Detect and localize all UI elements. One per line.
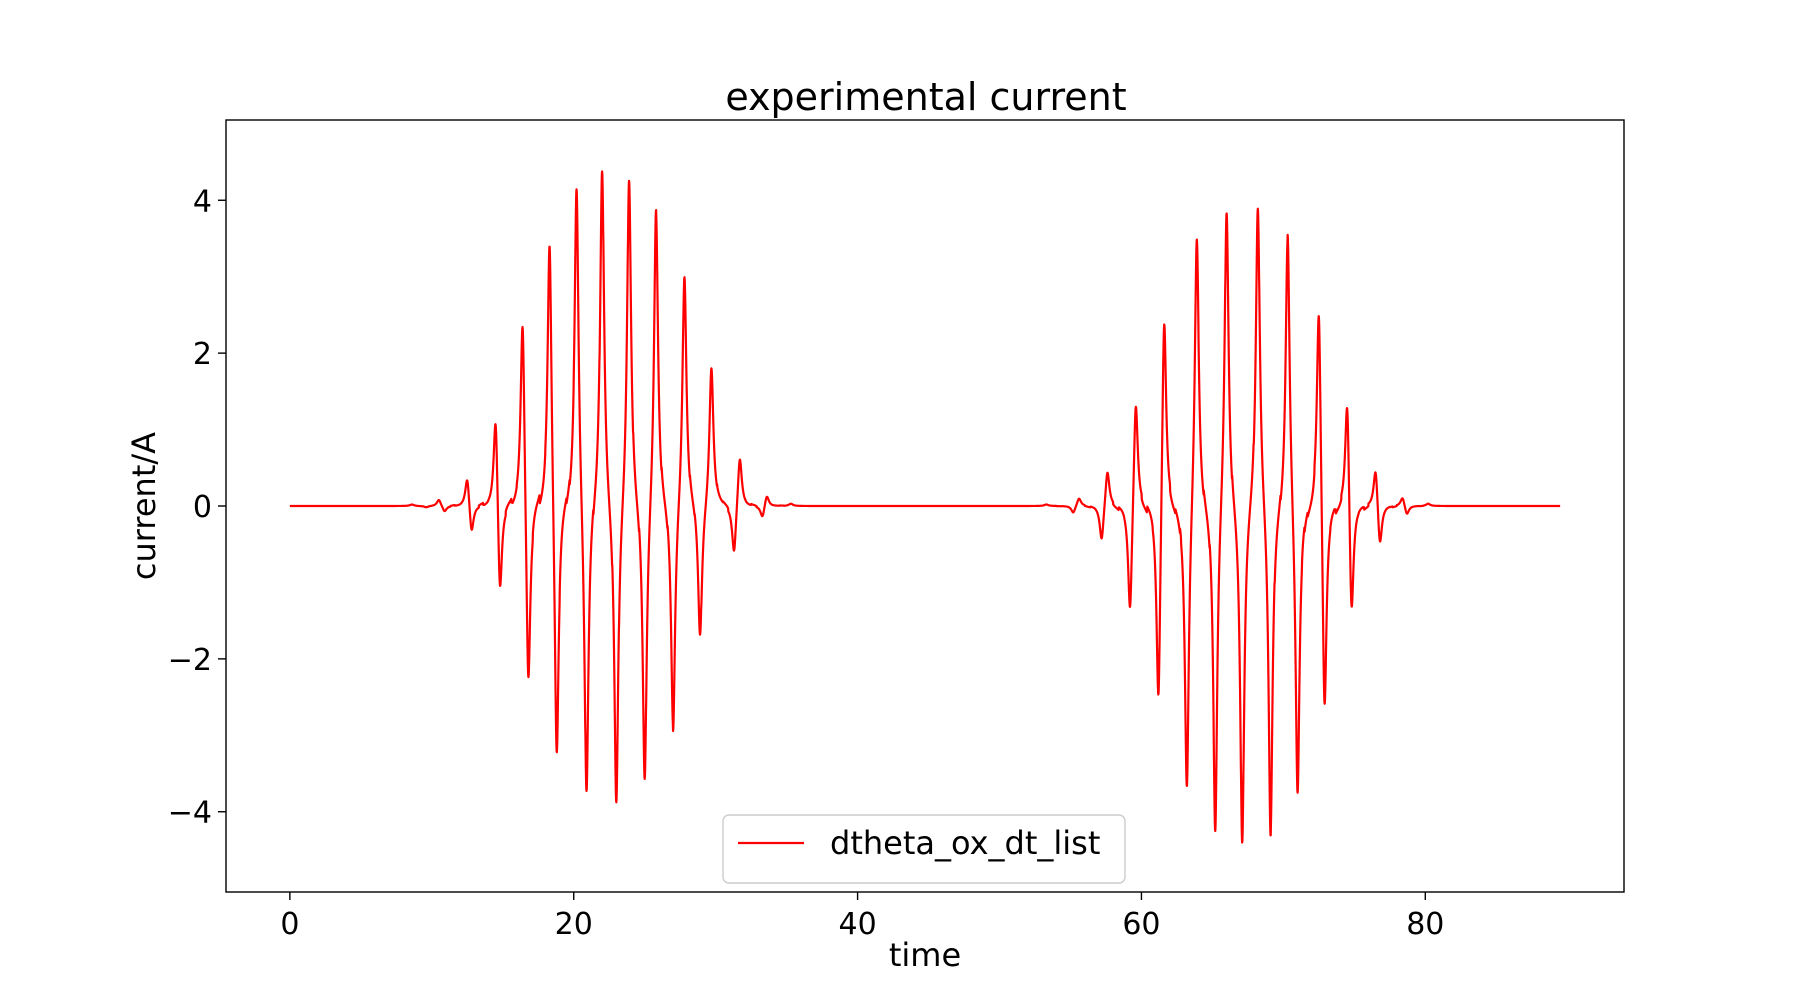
- y-tick-label: 4: [193, 184, 212, 219]
- legend: dtheta_ox_dt_list: [722, 814, 1126, 884]
- x-tick-label: 60: [1122, 907, 1160, 942]
- legend-entry-label: dtheta_ox_dt_list: [830, 824, 1100, 862]
- legend-box: [722, 814, 1126, 884]
- y-tick-label: −2: [168, 643, 212, 678]
- x-axis: 0 20 40 60 80: [280, 892, 1444, 942]
- y-tick-label: 0: [193, 490, 212, 525]
- y-tick-label: −4: [168, 796, 212, 831]
- chart-title: experimental current: [725, 75, 1126, 119]
- series-line-dtheta_ox_dt_list: [288, 170, 1562, 844]
- x-tick-label: 40: [838, 907, 876, 942]
- x-axis-label: time: [889, 936, 961, 974]
- x-tick-label: 80: [1406, 907, 1444, 942]
- y-tick-label: 2: [193, 337, 212, 372]
- x-tick-label: 0: [280, 907, 299, 942]
- y-axis: −4 −2 0 2 4: [168, 184, 226, 831]
- y-axis-label: current/A: [125, 432, 163, 580]
- x-tick-label: 20: [555, 907, 593, 942]
